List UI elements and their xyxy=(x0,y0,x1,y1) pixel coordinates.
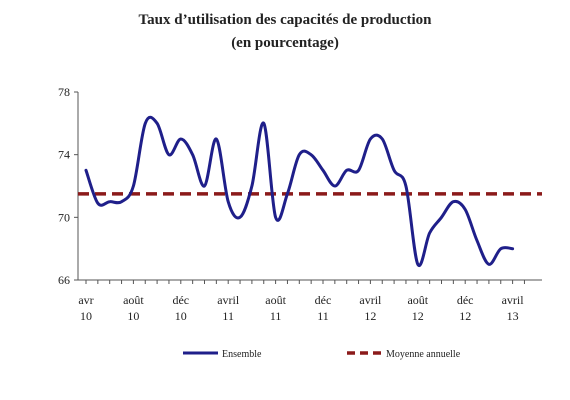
chart-subtitle: (en pourcentage) xyxy=(231,35,339,51)
chart-legend: Ensemble Moyenne annuelle xyxy=(183,349,461,360)
x-tick-label-month: déc xyxy=(315,293,332,307)
y-tick-label: 66 xyxy=(58,273,70,287)
chart-title: Taux d’utilisation des capacités de prod… xyxy=(138,12,432,28)
x-tick-label-year: 10 xyxy=(175,309,187,323)
x-tick-label-month: août xyxy=(265,293,286,307)
x-tick-label-month: avril xyxy=(217,293,240,307)
legend-label-ensemble: Ensemble xyxy=(222,349,262,360)
series-line-ensemble xyxy=(84,115,515,268)
x-tick-label-month: avr xyxy=(78,293,93,307)
x-tick-label-year: 12 xyxy=(459,309,471,323)
y-tick-label: 70 xyxy=(58,210,70,224)
x-tick-label-year: 10 xyxy=(127,309,139,323)
x-tick-label-year: 13 xyxy=(507,309,519,323)
chart-series xyxy=(78,115,542,268)
x-tick-label-year: 12 xyxy=(364,309,376,323)
x-tick-label-month: avril xyxy=(359,293,382,307)
x-tick-label-year: 11 xyxy=(222,309,234,323)
x-tick-label-year: 10 xyxy=(80,309,92,323)
y-tick-label: 78 xyxy=(58,85,70,99)
x-tick-label-month: déc xyxy=(172,293,189,307)
x-tick-label-month: août xyxy=(123,293,144,307)
y-tick-label: 74 xyxy=(58,148,70,162)
x-tick-label-year: 11 xyxy=(317,309,329,323)
x-tick-label-month: août xyxy=(407,293,428,307)
chart-axes: 66 70 74 78 avr 10 août 10 déc 10 avril 11 août 11 déc… xyxy=(58,85,542,323)
x-tick-label-month: avril xyxy=(502,293,525,307)
legend-label-moyenne-annuelle: Moyenne annuelle xyxy=(386,349,461,360)
x-tick-label-year: 11 xyxy=(270,309,282,323)
x-tick-label-year: 12 xyxy=(412,309,424,323)
x-tick-label-month: déc xyxy=(457,293,474,307)
